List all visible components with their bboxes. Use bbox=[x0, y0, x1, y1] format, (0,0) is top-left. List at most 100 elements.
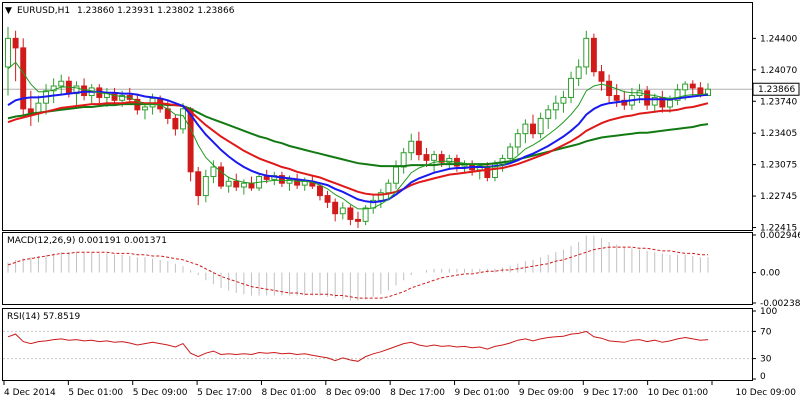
main-panel-frame[interactable] bbox=[2, 2, 753, 231]
bullish-candle bbox=[568, 77, 575, 98]
current-price-box bbox=[752, 82, 800, 96]
bearish-candle bbox=[195, 171, 202, 197]
time-tick-label: 4 Dec 2014 bbox=[4, 388, 56, 398]
rsi-line bbox=[7, 330, 709, 362]
time-tick-label: 8 Dec 17:00 bbox=[390, 388, 445, 398]
bullish-candle bbox=[583, 37, 590, 68]
bullish-candle bbox=[58, 80, 65, 87]
bullish-candle bbox=[446, 157, 453, 163]
macd-tick-label: 0.00 bbox=[760, 269, 780, 279]
bearish-candle bbox=[233, 180, 240, 188]
bearish-candle bbox=[598, 71, 605, 82]
bearish-candle bbox=[218, 166, 225, 187]
time-tick-label: 9 Dec 09:00 bbox=[519, 388, 574, 398]
bearish-candle bbox=[324, 195, 331, 203]
bearish-candle bbox=[316, 185, 323, 197]
rsi-panel-frame[interactable] bbox=[2, 308, 753, 381]
price-tick-label: 1.22745 bbox=[760, 192, 797, 202]
time-tick-label: 8 Dec 01:00 bbox=[261, 388, 316, 398]
main-panel bbox=[3, 26, 752, 228]
bearish-candle bbox=[20, 47, 27, 110]
rsi-title: RSI(14) 57.8519 bbox=[7, 312, 80, 322]
bullish-candle bbox=[362, 207, 369, 222]
bearish-candle bbox=[613, 95, 620, 101]
bullish-candle bbox=[666, 99, 673, 108]
bullish-candle bbox=[507, 146, 514, 159]
bullish-candle bbox=[35, 102, 42, 114]
rsi-tick-label: 30 bbox=[760, 355, 772, 365]
bullish-candle bbox=[210, 166, 217, 178]
bearish-candle bbox=[415, 140, 422, 156]
bullish-candle bbox=[385, 182, 392, 194]
time-tick-label: 10 Dec 09:00 bbox=[735, 388, 796, 398]
bearish-candle bbox=[438, 154, 445, 163]
time-tick-label: 9 Dec 17:00 bbox=[583, 388, 638, 398]
bullish-candle bbox=[141, 106, 148, 111]
bullish-candle bbox=[393, 166, 400, 184]
price-tick-label: 1.23075 bbox=[760, 161, 797, 171]
bearish-candle bbox=[12, 37, 19, 49]
current-price-label: 1.23866 bbox=[758, 85, 795, 95]
bearish-candle bbox=[332, 201, 339, 215]
bearish-candle bbox=[172, 117, 179, 130]
bullish-candle bbox=[225, 180, 232, 187]
bullish-candle bbox=[400, 152, 407, 168]
moving-average-red bbox=[7, 101, 709, 196]
bullish-candle bbox=[545, 109, 552, 119]
bullish-candle bbox=[537, 117, 544, 135]
bullish-candle bbox=[514, 133, 521, 148]
bullish-candle bbox=[119, 95, 126, 101]
bullish-candle bbox=[552, 102, 559, 111]
bearish-candle bbox=[248, 182, 255, 189]
chart-menu-arrow[interactable]: ▼ bbox=[5, 6, 12, 16]
time-tick-label: 9 Dec 01:00 bbox=[455, 388, 510, 398]
time-tick-label: 10 Dec 01:00 bbox=[648, 388, 709, 398]
time-tick-label: 8 Dec 09:00 bbox=[326, 388, 381, 398]
ohlc-values: 1.23860 1.23931 1.23802 1.23866 bbox=[77, 6, 235, 16]
bullish-candle bbox=[339, 207, 346, 215]
price-tick-label: 1.22415 bbox=[760, 224, 797, 234]
price-tick-label: 1.23405 bbox=[760, 129, 797, 139]
bearish-candle bbox=[355, 218, 361, 222]
bullish-candle bbox=[674, 89, 681, 101]
rsi-tick-label: 70 bbox=[760, 327, 772, 337]
time-tick-label: 5 Dec 01:00 bbox=[68, 388, 123, 398]
bullish-candle bbox=[682, 83, 689, 91]
macd-tick-label: -0.002384 bbox=[760, 299, 800, 309]
moving-average-fast bbox=[7, 61, 709, 210]
rsi-tick-label: 100 bbox=[760, 307, 777, 317]
bullish-candle bbox=[522, 123, 529, 135]
bullish-candle bbox=[202, 176, 209, 197]
price-tick-label: 1.23740 bbox=[760, 97, 797, 107]
axes: 1.24400 1.24070 1.23740 1.23405 1.23075 1.227… bbox=[3, 34, 800, 398]
moving-average-green bbox=[7, 103, 709, 168]
bullish-candle bbox=[408, 140, 415, 154]
bearish-candle bbox=[606, 80, 613, 97]
bearish-candle bbox=[590, 37, 597, 73]
bullish-candle bbox=[651, 96, 658, 106]
macd-title: MACD(12,26,9) 0.001191 0.001371 bbox=[7, 236, 167, 246]
bearish-candle bbox=[530, 123, 536, 135]
bullish-candle bbox=[560, 96, 567, 104]
bearish-candle bbox=[278, 175, 285, 184]
time-tick-label: 5 Dec 17:00 bbox=[197, 388, 252, 398]
rsi-tick-label: 0 bbox=[760, 372, 766, 382]
bullish-candle bbox=[431, 154, 438, 161]
bearish-candle bbox=[263, 176, 270, 180]
bullish-candle bbox=[575, 66, 582, 79]
price-tick-label: 1.24070 bbox=[760, 66, 797, 76]
bullish-candle bbox=[5, 37, 11, 68]
rsi-panel bbox=[3, 330, 752, 362]
macd-panel bbox=[7, 235, 709, 301]
price-tick-label: 1.24400 bbox=[760, 34, 797, 44]
symbol-label: EURUSD,H1 bbox=[17, 6, 70, 16]
bearish-candle bbox=[644, 90, 651, 106]
bearish-candle bbox=[347, 207, 354, 220]
bearish-candle bbox=[423, 154, 430, 161]
bullish-candle bbox=[240, 182, 247, 188]
time-tick-label: 5 Dec 09:00 bbox=[133, 388, 188, 398]
macd-panel-frame[interactable] bbox=[2, 232, 753, 305]
moving-average-blue bbox=[7, 90, 709, 204]
